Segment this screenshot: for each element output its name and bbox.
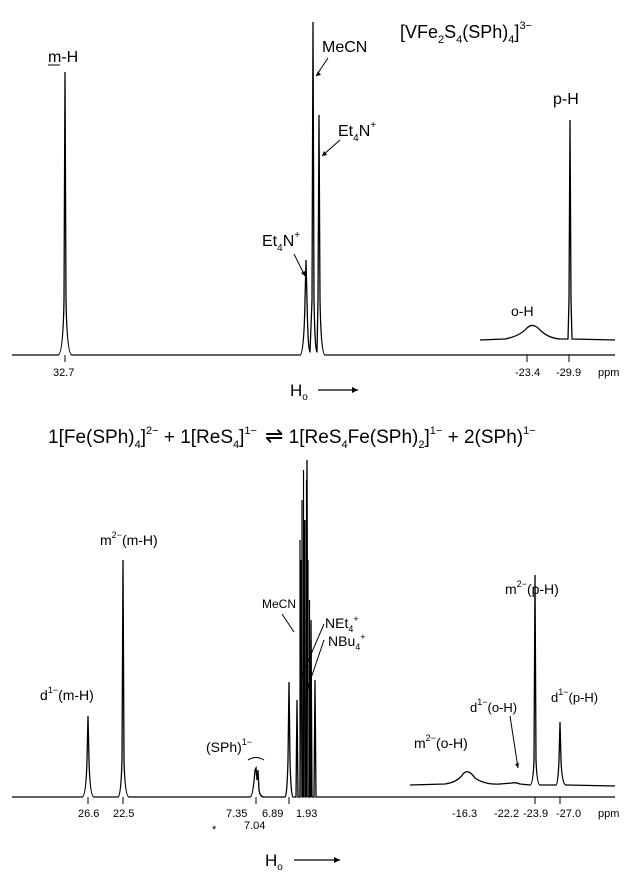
- top-spectrum-panel: [VFe2S4(SPh)4]3− 32.7 -23.4 -29.9 ppm m-…: [12, 20, 619, 403]
- top-inset-spectrum: [479, 119, 616, 341]
- bottom-tick-m22-2: -22.2: [494, 808, 519, 820]
- bottom-tick-6-89: 6.89: [262, 808, 283, 820]
- top-field-label: Ho: [290, 381, 308, 403]
- top-compound-formula: [VFe2S4(SPh)4]3−: [400, 20, 532, 46]
- top-tick-32-7: 32.7: [53, 367, 74, 379]
- bottom-tick-7-35: 7.35: [226, 808, 247, 820]
- bottom-label-m2-oh: m2−(o-H): [414, 733, 468, 751]
- top-label-o-h: o-H: [511, 303, 534, 319]
- top-baseline: [12, 21, 615, 356]
- top-tick-m23-4: -23.4: [515, 367, 540, 379]
- bottom-label-m2-mh: m2−(m-H): [100, 530, 158, 548]
- bottom-label-m2-ph: m2−(p-H): [505, 579, 559, 597]
- bottom-axis-ticks: [87, 797, 561, 804]
- top-label-et4n-left: Et4N+: [262, 230, 300, 254]
- bottom-label-d1-oh: d1−(o-H): [470, 697, 517, 715]
- bottom-label-sph: (SPh)1−: [206, 737, 252, 755]
- bottom-solvent-cluster: [299, 470, 312, 797]
- top-label-m-h: m-H: [48, 49, 78, 66]
- top-axis-ticks: [64, 355, 570, 362]
- bottom-tick-22-5: 22.5: [113, 808, 134, 820]
- bottom-tick-m16-3: -16.3: [452, 808, 477, 820]
- bottom-unit-ppm: ppm: [598, 808, 619, 820]
- top-tick-m29-9: -29.9: [556, 367, 581, 379]
- bottom-label-d1-mh: d1−(m-H): [40, 685, 94, 703]
- bottom-tick-m27-0: -27.0: [556, 808, 581, 820]
- top-label-et4n-right: Et4N+: [338, 120, 376, 144]
- bottom-baseline: [12, 459, 615, 798]
- bottom-label-mecn: MeCN: [262, 597, 296, 611]
- bottom-label-d1-ph: d1−(p-H): [551, 687, 598, 705]
- equilibrium-equation: 1[Fe(SPh)4]2− + 1[ReS4]1− ⇌ 1[ReS4Fe(SPh)…: [48, 423, 536, 451]
- bottom-tick-7-04: 7.04: [244, 820, 265, 832]
- bottom-inset-spectrum: [409, 574, 616, 787]
- bottom-star-marker: *: [212, 824, 217, 836]
- bottom-tick-26-6: 26.6: [78, 808, 99, 820]
- bottom-label-nbu4: NBu4+: [328, 632, 366, 652]
- bottom-field-label: Ho: [265, 851, 283, 873]
- bottom-label-net4: NEt4+: [325, 614, 359, 634]
- bottom-tick-m23-9: -23.9: [523, 808, 548, 820]
- top-label-mecn: MeCN: [322, 39, 367, 56]
- top-label-p-h: p-H: [553, 91, 579, 108]
- bottom-spectrum-panel: 26.6 22.5 7.35 6.89 7.04 1.93 -16.3 -22.…: [12, 459, 619, 873]
- top-unit-ppm: ppm: [598, 367, 619, 379]
- bottom-tick-1-93: 1.93: [296, 808, 317, 820]
